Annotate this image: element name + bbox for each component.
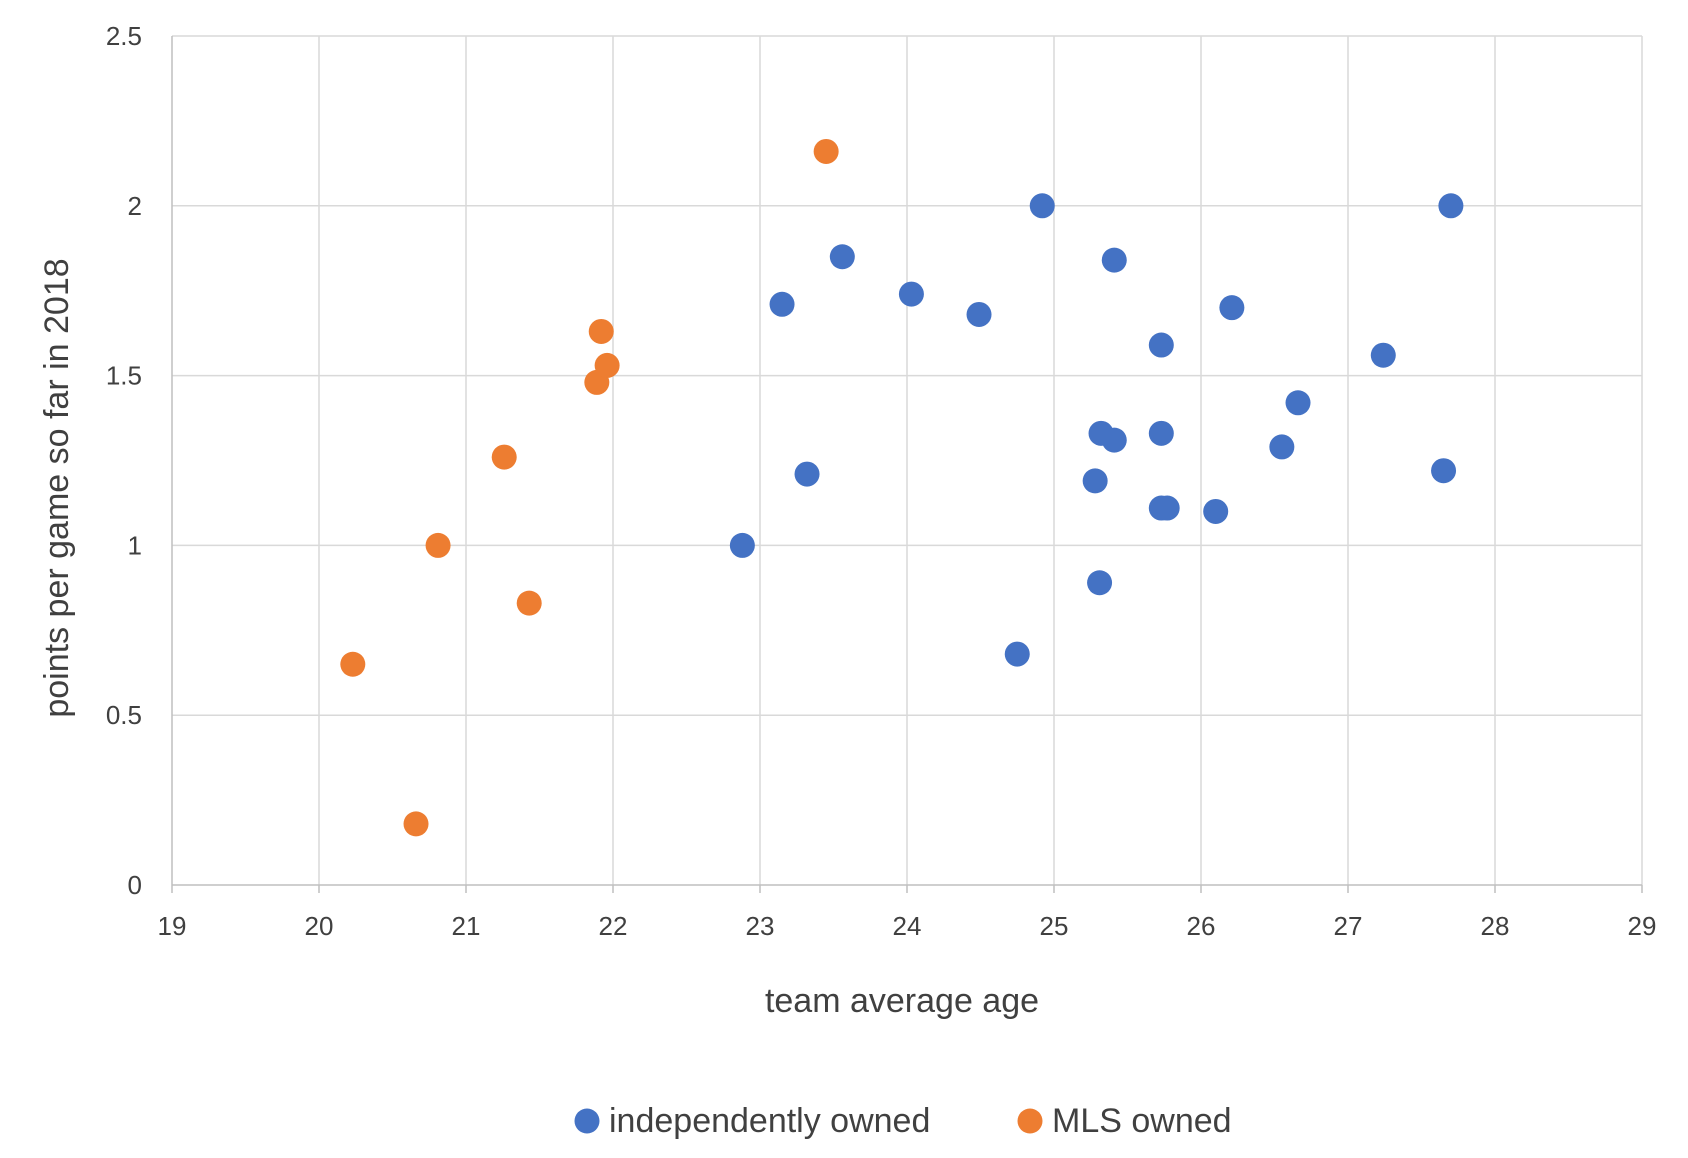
y-tick-label: 1.5 xyxy=(106,361,142,391)
legend-label: MLS owned xyxy=(1052,1102,1232,1140)
independently-owned-point xyxy=(829,244,855,270)
x-axis-title: team average age xyxy=(765,982,1039,1020)
independently-owned-point xyxy=(1431,458,1457,484)
x-tick-label: 25 xyxy=(1040,911,1069,941)
mls-owned-point xyxy=(594,352,620,378)
grid xyxy=(172,35,1643,885)
independently-owned-point xyxy=(1082,468,1108,494)
independently-owned-point xyxy=(1285,390,1311,416)
independently-owned-point xyxy=(1203,498,1229,524)
independently-owned-point xyxy=(1438,193,1464,219)
x-tick-label: 19 xyxy=(158,911,187,941)
independently-owned-point xyxy=(1219,295,1245,321)
x-tick-label: 22 xyxy=(599,911,628,941)
x-tick-label: 27 xyxy=(1334,911,1363,941)
data-points xyxy=(340,138,1464,837)
x-tick-label: 28 xyxy=(1481,911,1510,941)
y-tick-label: 2 xyxy=(128,191,142,221)
x-tick-label: 21 xyxy=(452,911,481,941)
independently-owned-point xyxy=(729,532,755,558)
legend: independently owned MLS owned xyxy=(574,1102,1232,1140)
independently-owned-point xyxy=(1269,434,1295,460)
independently-owned-point xyxy=(1370,342,1396,368)
mls-owned-point xyxy=(588,318,614,344)
independently-owned-point xyxy=(1148,332,1174,358)
x-tick-label: 20 xyxy=(305,911,334,941)
independently-owned-point xyxy=(1004,641,1030,667)
y-axis-title: points per game so far in 2018 xyxy=(38,258,76,717)
x-tick-label: 23 xyxy=(746,911,775,941)
independently-owned-point xyxy=(1101,247,1127,273)
legend-marker xyxy=(1017,1108,1043,1134)
x-tick-label: 29 xyxy=(1628,911,1657,941)
mls-owned-point xyxy=(516,590,542,616)
independently-owned-point xyxy=(1087,570,1113,596)
x-tick-label: 26 xyxy=(1187,911,1216,941)
mls-owned-point xyxy=(340,651,366,677)
tick-labels: 19 20 21 22 23 24 25 26 27 28 29 0 0.5 1 1.5 2 2.5 xyxy=(106,21,1657,941)
mls-owned-point xyxy=(813,138,839,164)
y-tick-label: 2.5 xyxy=(106,21,142,51)
y-tick-label: 1 xyxy=(128,530,142,560)
independently-owned-point xyxy=(769,291,795,317)
mls-owned-point xyxy=(491,444,517,470)
independently-owned-point xyxy=(1029,193,1055,219)
x-tick-label: 24 xyxy=(893,911,922,941)
independently-owned-point xyxy=(1154,495,1180,521)
independently-owned-point xyxy=(1148,420,1174,446)
axes xyxy=(171,36,1643,893)
y-tick-label: 0 xyxy=(128,870,142,900)
legend-label: independently owned xyxy=(609,1102,930,1140)
mls-owned-point xyxy=(425,532,451,558)
mls-owned-point xyxy=(403,811,429,837)
independently-owned-point xyxy=(1101,427,1127,453)
independently-owned-point xyxy=(898,281,924,307)
independently-owned-point xyxy=(966,301,992,327)
legend-marker xyxy=(574,1108,600,1134)
y-tick-label: 0.5 xyxy=(106,700,142,730)
independently-owned-point xyxy=(794,461,820,487)
